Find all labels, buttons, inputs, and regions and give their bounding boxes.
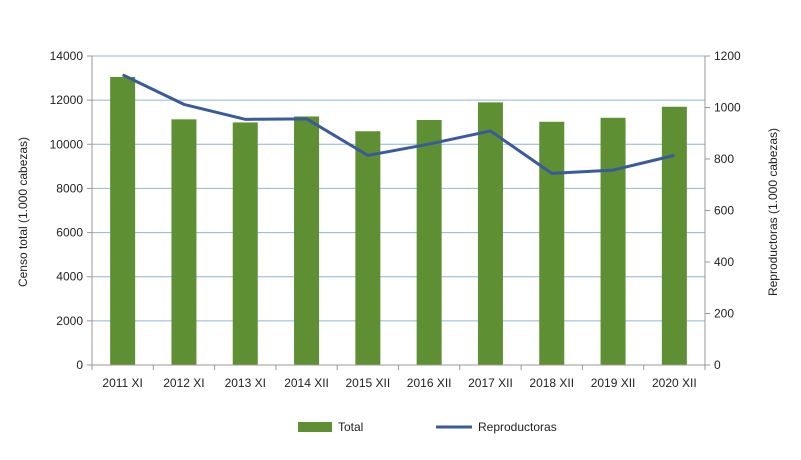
y-tick-label: 14000 xyxy=(50,49,84,63)
line-reproductoras xyxy=(123,75,675,174)
bar-total xyxy=(539,122,564,365)
y2-tick-label: 400 xyxy=(714,255,734,269)
x-tick-label: 2014 XII xyxy=(284,376,329,390)
y2-tick-label: 1000 xyxy=(714,101,741,115)
y2-tick-label: 1200 xyxy=(714,49,741,63)
y-tick-label: 2000 xyxy=(56,314,83,328)
y2-tick-label: 600 xyxy=(714,204,734,218)
bar-total xyxy=(294,116,319,365)
legend-swatch-total xyxy=(298,422,332,432)
bar-total xyxy=(601,118,626,365)
x-tick-label: 2012 XI xyxy=(163,376,204,390)
bar-total xyxy=(233,122,258,365)
bar-total xyxy=(417,120,442,365)
x-tick-label: 2016 XII xyxy=(407,376,452,390)
bars xyxy=(110,77,687,365)
x-tick-label: 2019 XII xyxy=(591,376,636,390)
bar-total xyxy=(110,77,135,365)
y-tick-label: 12000 xyxy=(50,93,84,107)
y-tick-label: 0 xyxy=(76,358,83,372)
x-tick-label: 2017 XII xyxy=(468,376,513,390)
y2-tick-label: 800 xyxy=(714,152,734,166)
bar-total xyxy=(478,102,503,365)
y2-tick-label: 200 xyxy=(714,307,734,321)
y2-axis-label: Reproductoras (1.000 cabezas) xyxy=(766,128,780,296)
line-series xyxy=(123,75,675,174)
x-tick-label: 2013 XI xyxy=(225,376,266,390)
x-tick-label: 2011 XI xyxy=(102,376,142,390)
x-tick-label: 2015 XII xyxy=(345,376,390,390)
legend-label-reproductoras: Reproductoras xyxy=(478,420,557,434)
bar-total xyxy=(171,119,196,365)
y-axis-label: Censo total (1.000 cabezas) xyxy=(16,137,30,287)
y-tick-label: 4000 xyxy=(56,270,83,284)
bar-total xyxy=(662,107,687,365)
y-tick-label: 10000 xyxy=(50,137,84,151)
y2-tick-label: 0 xyxy=(714,358,721,372)
x-tick-label: 2018 XII xyxy=(529,376,574,390)
x-tick-label: 2020 XII xyxy=(652,376,697,390)
y-tick-label: 6000 xyxy=(56,226,83,240)
bar-total xyxy=(355,131,380,365)
legend-label-total: Total xyxy=(338,420,363,434)
legend: Total Reproductoras xyxy=(298,420,557,434)
y-tick-label: 8000 xyxy=(56,181,83,195)
